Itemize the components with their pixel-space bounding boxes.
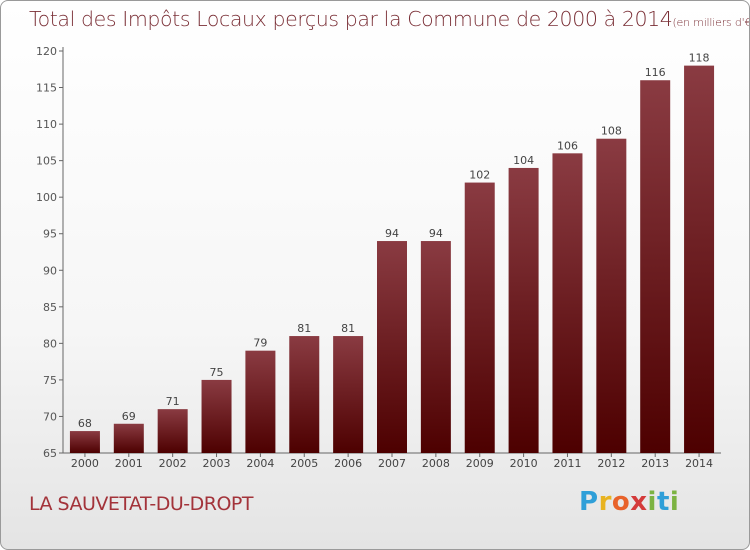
x-tick-label: 2005 [290,457,318,470]
bar [684,65,715,454]
y-tick-label: 115 [36,82,57,95]
y-tick-label: 95 [43,228,57,241]
commune-name: LA SAUVETAT-DU-DROPT [29,493,254,515]
x-tick-label: 2004 [246,457,274,470]
bar [552,153,583,453]
y-tick-label: 100 [36,191,57,204]
x-tick-label: 2007 [378,457,406,470]
x-tick-label: 2008 [422,457,450,470]
data-label: 81 [341,322,355,335]
bar [289,336,320,453]
bar [157,409,188,453]
data-label: 94 [385,227,399,240]
x-tick-label: 2014 [685,457,713,470]
x-tick-label: 2001 [115,457,143,470]
y-tick-label: 120 [36,45,57,58]
x-tick-label: 2006 [334,457,362,470]
data-label: 75 [210,366,224,379]
y-axis: 65 70 75 80 85 90 95 100 105 110 115 120 [36,45,64,460]
data-label: 104 [513,154,534,167]
data-label: 68 [78,417,92,430]
data-labels: 68 69 71 75 79 81 81 94 94 102 104 106 108 116 118 [78,52,710,430]
bar [508,167,539,454]
x-tick-label: 2011 [553,457,581,470]
bar [464,182,495,453]
data-label: 79 [253,337,267,350]
bar [420,241,451,453]
y-tick-label: 65 [43,447,57,460]
bar [245,350,276,453]
data-label: 108 [601,125,622,138]
data-label: 81 [297,322,311,335]
x-tick-label: 2003 [203,457,231,470]
bars [69,65,715,454]
x-tick-label: 2009 [466,457,494,470]
y-tick-label: 90 [43,264,57,277]
bar [69,431,100,453]
chart-title-unit: (en milliers d'€) [672,16,750,29]
bar [596,138,627,453]
x-tick-label: 2000 [71,457,99,470]
x-tick-label: 2002 [159,457,187,470]
bar [201,379,232,453]
y-tick-label: 110 [36,118,57,131]
bar [113,423,144,453]
data-label: 116 [645,66,666,79]
y-tick-label: 75 [43,374,57,387]
x-axis: 2000 2001 2002 2003 2004 2005 2006 2007 2008 2009… [63,452,721,470]
data-label: 118 [689,52,710,65]
y-tick-label: 80 [43,337,57,350]
y-tick-label: 70 [43,410,57,423]
y-tick-label: 105 [36,155,57,168]
data-label: 102 [469,169,490,182]
x-tick-label: 2013 [641,457,669,470]
bar [377,241,407,453]
x-tick-label: 2010 [510,457,538,470]
proxiti-logo: Proxiti [579,487,680,517]
data-label: 71 [166,395,180,408]
data-label: 94 [429,227,443,240]
data-label: 106 [557,139,578,152]
chart-title-main: Total des Impôts Locaux perçus par la Co… [29,7,673,31]
bar [333,336,364,453]
bar [640,80,671,454]
x-tick-label: 2012 [597,457,625,470]
y-tick-label: 85 [43,301,57,314]
data-label: 69 [122,410,136,423]
chart-title: Total des Impôts Locaux perçus par la Co… [29,7,750,31]
